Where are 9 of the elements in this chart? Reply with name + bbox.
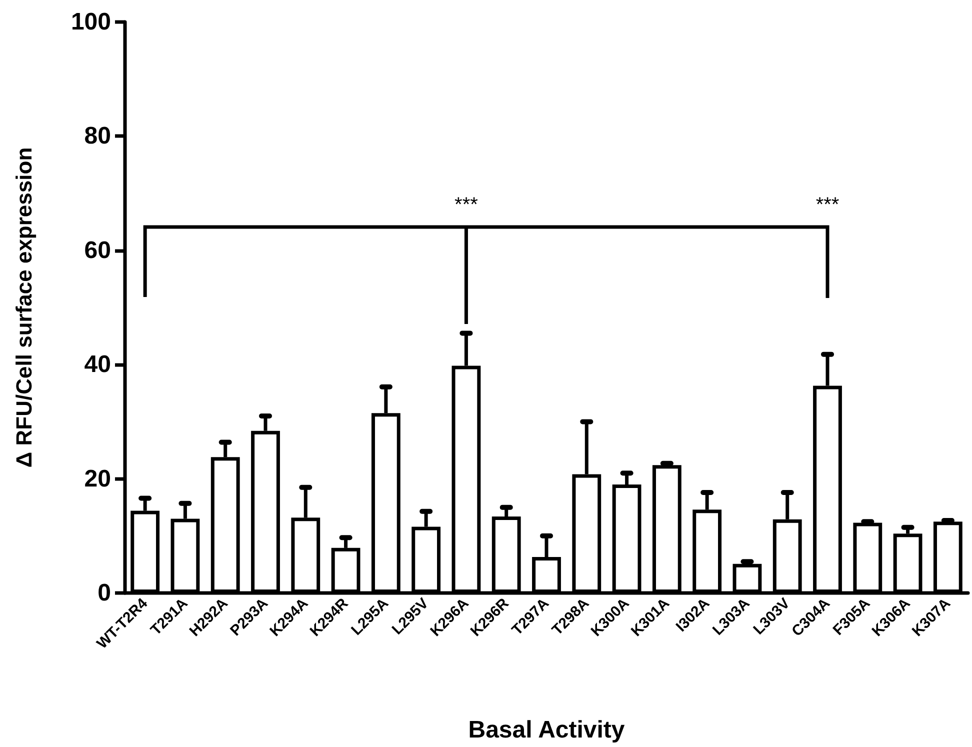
x-axis-title: Basal Activity: [468, 716, 626, 744]
y-tick-label: 20: [84, 465, 111, 492]
y-axis-title: Δ RFU/Cell surface expression: [12, 147, 36, 468]
y-tick-label: 80: [84, 122, 111, 150]
annotation: ***: [454, 194, 478, 216]
y-tick-label: 40: [84, 351, 111, 378]
y-tick-label: 60: [84, 236, 111, 264]
y-tick-label: 100: [70, 8, 111, 36]
annotation: ***: [816, 194, 840, 216]
